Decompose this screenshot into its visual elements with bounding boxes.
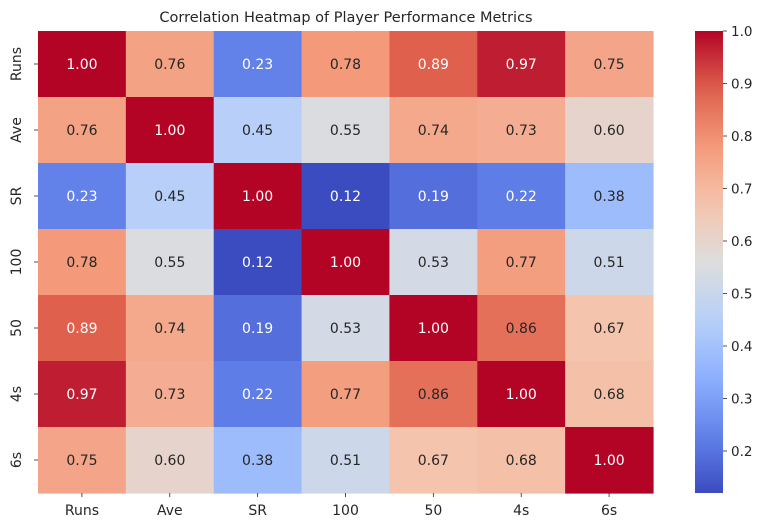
cell-value-label: 0.77 [506, 255, 537, 271]
cell-value-label: 0.19 [418, 189, 449, 205]
cell-value-label: 0.86 [506, 321, 537, 337]
cell-value-label: 1.00 [506, 387, 537, 403]
cell-value-label: 0.45 [154, 189, 185, 205]
cell-value-label: 1.00 [418, 321, 449, 337]
x-tick-label: Ave [157, 503, 183, 519]
y-tick-labels: Runs Ave SR 100 50 4s 6s [9, 47, 38, 468]
x-tick-label: 50 [424, 503, 442, 519]
y-tick-label: 100 [9, 249, 25, 276]
cell-value-label: 0.55 [330, 123, 361, 139]
cell-value-label: 0.97 [66, 387, 97, 403]
x-tick-label: 100 [332, 503, 359, 519]
cell-value-label: 0.23 [242, 57, 273, 73]
cell-value-label: 0.86 [418, 387, 449, 403]
cell-value-label: 0.23 [66, 189, 97, 205]
colorbar-tick-label: 0.5 [731, 287, 752, 303]
cell-value-label: 0.38 [593, 189, 624, 205]
cell-value-label: 0.76 [66, 123, 97, 139]
cell-value-label: 0.51 [593, 255, 624, 271]
y-tick-label: SR [9, 186, 25, 205]
colorbar-tick-label: 1.0 [731, 24, 752, 40]
cell-value-label: 0.74 [418, 123, 449, 139]
cell-value-label: 0.19 [242, 321, 273, 337]
colorbar-gradient [695, 31, 723, 493]
cell-value-label: 0.67 [418, 453, 449, 469]
y-tick-label: Runs [9, 47, 25, 81]
y-tick-label: 6s [9, 452, 25, 468]
x-tick-label: 4s [513, 503, 529, 519]
cell-value-label: 1.00 [330, 255, 361, 271]
colorbar-tick-label: 0.8 [731, 129, 752, 145]
cell-value-label: 0.75 [66, 453, 97, 469]
cell-value-label: 0.45 [242, 123, 273, 139]
chart-title: Correlation Heatmap of Player Performanc… [159, 10, 532, 26]
cell-value-label: 0.77 [330, 387, 361, 403]
cell-value-label: 0.76 [154, 57, 185, 73]
cell-value-label: 0.97 [506, 57, 537, 73]
x-tick-label: 6s [601, 503, 617, 519]
x-tick-labels: Runs Ave SR 100 50 4s 6s [65, 493, 617, 519]
cell-value-label: 1.00 [242, 189, 273, 205]
cell-value-label: 0.53 [418, 255, 449, 271]
heatmap-cells: 1.00 0.76 0.23 0.78 0.89 0.97 0.75 0.76 1.00 0.45… [38, 31, 654, 494]
cell-value-label: 0.51 [330, 453, 361, 469]
cell-value-label: 0.78 [66, 255, 97, 271]
cell-value-label: 0.38 [242, 453, 273, 469]
cell-value-label: 0.60 [593, 123, 624, 139]
x-tick-label: Runs [65, 503, 99, 519]
cell-value-label: 0.73 [154, 387, 185, 403]
cell-value-label: 1.00 [66, 57, 97, 73]
cell-value-label: 0.12 [330, 189, 361, 205]
cell-value-label: 0.89 [66, 321, 97, 337]
colorbar-tick-label: 0.2 [731, 444, 752, 460]
y-tick-label: 4s [9, 386, 25, 402]
cell-value-label: 0.22 [242, 387, 273, 403]
x-tick-label: SR [248, 503, 267, 519]
cell-value-label: 0.73 [506, 123, 537, 139]
colorbar-tick-label: 0.4 [731, 339, 752, 355]
cell-value-label: 1.00 [154, 123, 185, 139]
cell-value-label: 0.60 [154, 453, 185, 469]
cell-value-label: 0.68 [593, 387, 624, 403]
y-tick-label: 50 [9, 319, 25, 337]
cell-value-label: 0.67 [593, 321, 624, 337]
cell-value-label: 0.68 [506, 453, 537, 469]
y-tick-label: Ave [9, 117, 25, 143]
cell-value-label: 0.75 [593, 57, 624, 73]
cell-value-label: 0.78 [330, 57, 361, 73]
cell-value-label: 0.74 [154, 321, 185, 337]
colorbar-tick-label: 0.7 [731, 182, 752, 198]
colorbar-tick-label: 0.9 [731, 77, 752, 93]
cell-value-label: 0.53 [330, 321, 361, 337]
cell-value-label: 0.89 [418, 57, 449, 73]
cell-value-label: 1.00 [593, 453, 624, 469]
cell-value-label: 0.22 [506, 189, 537, 205]
colorbar: 0.2 0.3 0.4 0.5 0.6 0.7 0.8 0.9 1.0 [695, 24, 752, 493]
colorbar-tick-label: 0.6 [731, 234, 752, 250]
cell-value-label: 0.55 [154, 255, 185, 271]
colorbar-tick-label: 0.3 [731, 392, 752, 408]
cell-value-label: 0.12 [242, 255, 273, 271]
